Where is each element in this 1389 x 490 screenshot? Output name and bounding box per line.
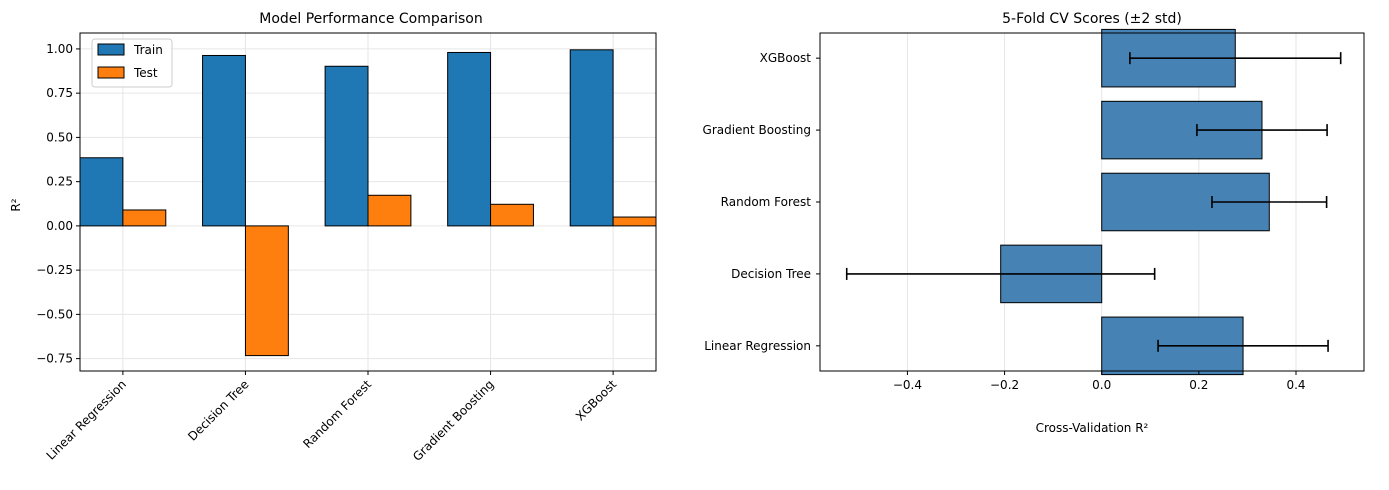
legend-label-train: Train bbox=[133, 43, 163, 57]
bar-train-gradient-boosting bbox=[447, 51, 492, 227]
bar-train-decision-tree bbox=[202, 54, 246, 227]
y-tick-label: Random Forest bbox=[721, 195, 812, 209]
y-ticks: Linear Regression Decision Tree Random For… bbox=[703, 51, 820, 353]
bars bbox=[79, 49, 657, 357]
chart-title: 5-Fold CV Scores (±2 std) bbox=[1002, 11, 1182, 27]
bar-test-decision-tree bbox=[244, 225, 289, 357]
x-tick-label: Gradient Boosting bbox=[410, 377, 497, 464]
bar-test-gradient-boosting bbox=[490, 203, 534, 227]
x-ticks: Linear Regression Decision Tree Random For… bbox=[44, 371, 619, 464]
y-tick-label: 1.00 bbox=[46, 42, 73, 56]
legend-label-test: Test bbox=[133, 66, 158, 80]
bar-test-linear-regression bbox=[122, 209, 167, 227]
y-tick-label: Gradient Boosting bbox=[703, 123, 811, 137]
bar-train-random-forest bbox=[324, 65, 369, 227]
error-bar-decision-tree bbox=[845, 267, 1156, 280]
x-tick-label: Linear Regression bbox=[44, 377, 129, 462]
error-bar-random-forest bbox=[1211, 196, 1328, 208]
x-tick-label: Decision Tree bbox=[185, 377, 251, 443]
bar-train-xgboost bbox=[569, 49, 614, 227]
x-tick-label: Random Forest bbox=[300, 377, 374, 451]
error-bar-gradient-boosting bbox=[1196, 124, 1328, 137]
y-tick-label: 0.25 bbox=[46, 175, 73, 189]
x-tick-label: 0.4 bbox=[1286, 378, 1305, 392]
y-tick-label: XGBoost bbox=[760, 51, 812, 65]
grid bbox=[906, 33, 1297, 371]
x-ticks: −0.4 −0.2 0.0 0.2 0.4 bbox=[893, 371, 1306, 392]
error-bar-xgboost bbox=[1129, 52, 1342, 65]
y-ticks: −0.75 −0.50 −0.25 0.00 0.25 0.50 0.75 1.00 bbox=[36, 42, 80, 366]
y-tick-label: −0.50 bbox=[36, 307, 73, 321]
x-tick-label: −0.2 bbox=[990, 378, 1019, 392]
chart-title: Model Performance Comparison bbox=[259, 11, 482, 27]
x-tick-label: −0.4 bbox=[893, 378, 922, 392]
legend: Train Test bbox=[91, 38, 173, 88]
legend-swatch-test bbox=[97, 66, 125, 79]
error-bars bbox=[845, 52, 1342, 352]
y-tick-label: 0.75 bbox=[46, 86, 73, 100]
x-axis-label: Cross-Validation R² bbox=[1036, 421, 1149, 435]
x-tick-label: 0.0 bbox=[1092, 378, 1111, 392]
y-tick-label: 0.50 bbox=[46, 130, 73, 144]
cv-scores-chart: 5-Fold CV Scores (±2 std) Linear Regress… bbox=[703, 11, 1365, 435]
y-tick-label: Decision Tree bbox=[731, 267, 811, 281]
x-tick-label: XGBoost bbox=[573, 377, 619, 423]
bar-train-linear-regression bbox=[79, 157, 124, 227]
legend-swatch-train bbox=[97, 43, 125, 56]
error-bar-linear-regression bbox=[1157, 339, 1329, 352]
y-tick-label: −0.75 bbox=[36, 352, 73, 366]
y-tick-label: 0.00 bbox=[46, 219, 73, 233]
y-tick-label: Linear Regression bbox=[704, 339, 811, 353]
y-tick-label: −0.25 bbox=[36, 263, 73, 277]
x-tick-label: 0.2 bbox=[1189, 378, 1208, 392]
performance-chart: Model Performance Comparison −0.75−0.50−… bbox=[9, 11, 657, 464]
y-axis-label: R² bbox=[9, 198, 23, 211]
bar-test-random-forest bbox=[367, 194, 412, 227]
bar-test-xgboost bbox=[612, 216, 657, 227]
